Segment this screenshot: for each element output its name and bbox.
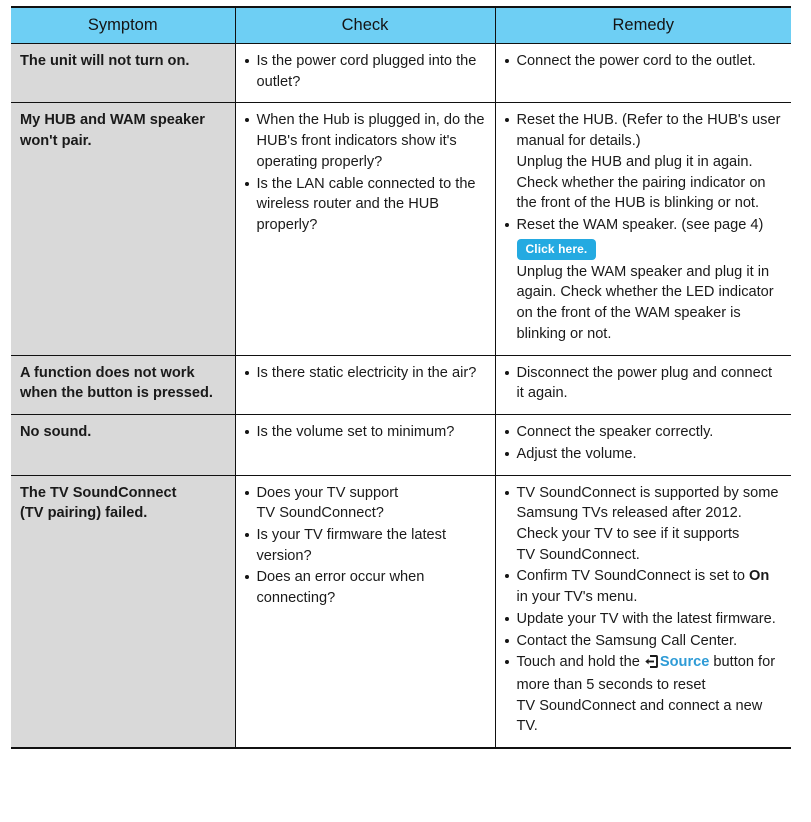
list-item-text-suffix: in your TV's menu. [516,589,638,606]
check-list: When the Hub is plugged in, do the HUB's… [243,110,487,235]
list-item-text: Connect the power cord to the outlet. [516,53,756,69]
list-item: Is there static electricity in the air? [243,363,487,384]
list-item: Confirm TV SoundConnect is set to On in … [503,566,784,607]
check-cell: Is there static electricity in the air? [234,355,495,416]
list-item-text: Reset the WAM speaker. (see page 4) [516,217,764,234]
table-row: A function does not work when the button… [11,355,791,416]
column-header-remedy: Remedy [494,7,791,44]
list-item-text-prefix: Confirm TV SoundConnect is set to [516,568,750,585]
symptom-cell: The TV SoundConnect (TV pairing) failed. [11,475,235,749]
list-item-text: Is the volume set to minimum? [256,424,455,441]
symptom-cell: The unit will not turn on. [11,43,235,104]
list-item: Connect the speaker correctly. [503,422,784,443]
list-item: Is the power cord plugged into the outle… [243,51,487,92]
list-item: Reset the WAM speaker. (see page 4) Clic… [503,215,784,345]
source-icon [644,654,658,675]
symptom-text: A function does not work when the button… [20,364,213,402]
list-item: Does an error occur when connecting? [243,567,487,608]
troubleshooting-table: Symptom Check Remedy The unit will not t… [11,6,791,750]
symptom-cell: No sound. [11,414,235,476]
table-row: No sound. Is the volume set to minimum? … [11,414,791,476]
table-row: The unit will not turn on. Is the power … [11,43,791,104]
list-item: Is the volume set to minimum? [243,422,487,443]
list-item-text-suffix: button for more than 5 seconds to reset … [516,654,776,735]
remedy-list: Connect the power cord to the outlet. [503,51,784,72]
list-item: Disconnect the power plug and connect it… [503,363,784,404]
symptom-text: My HUB and WAM speaker won't pair. [20,112,205,150]
remedy-list: Connect the speaker correctly. Adjust th… [503,422,784,464]
remedy-list: Disconnect the power plug and connect it… [503,363,784,404]
header-row: Symptom Check Remedy [11,7,791,44]
list-item-text: Reset the HUB. (Refer to the HUB's user … [516,112,781,150]
list-item-text: TV SoundConnect is supported by some Sam… [516,484,779,563]
list-item-text: Does an error occur when connecting? [256,569,425,607]
check-list: Is there static electricity in the air? [243,363,487,384]
remedy-cell: Connect the speaker correctly. Adjust th… [494,414,791,476]
check-list: Does your TV support TV SoundConnect? Is… [243,483,487,609]
symptom-cell: A function does not work when the button… [11,355,235,416]
list-item-text: Contact the Samsung Call Center. [516,632,738,649]
column-header-check: Check [234,7,495,44]
list-item-subtext: Unplug the WAM speaker and plug it in ag… [516,263,774,342]
list-item-text: Update your TV with the latest firmware. [516,610,776,627]
symptom-text: The TV SoundConnect (TV pairing) failed. [20,484,177,522]
list-item-text: Is your TV firmware the latest version? [256,526,447,564]
list-item: Connect the power cord to the outlet. [503,51,784,72]
list-item-text: Is the LAN cable connected to the wirele… [256,175,476,234]
remedy-list: Reset the HUB. (Refer to the HUB's user … [503,110,784,344]
check-cell: Does your TV support TV SoundConnect? Is… [234,475,495,749]
list-item-text: Is there static electricity in the air? [256,364,477,381]
list-item: Reset the HUB. (Refer to the HUB's user … [503,110,784,214]
symptom-text: No sound. [20,424,92,441]
check-cell: Is the volume set to minimum? [234,414,495,476]
list-item: When the Hub is plugged in, do the HUB's… [243,110,487,172]
list-item-text: Connect the speaker correctly. [516,424,714,441]
setting-value-on: On [749,568,770,585]
list-item: Update your TV with the latest firmware. [503,609,784,630]
list-item: Does your TV support TV SoundConnect? [243,483,487,524]
table-body: The unit will not turn on. Is the power … [11,43,791,749]
column-header-symptom: Symptom [11,7,235,44]
click-here-button[interactable]: Click here. [516,238,597,260]
remedy-cell: TV SoundConnect is supported by some Sam… [494,475,791,749]
check-list: Is the power cord plugged into the outle… [243,51,487,92]
list-item: Contact the Samsung Call Center. [503,631,784,652]
list-item: Is your TV firmware the latest version? [243,525,487,566]
table-row: The TV SoundConnect (TV pairing) failed.… [11,475,791,749]
symptom-text: The unit will not turn on. [20,53,190,69]
list-item-text: Is the power cord plugged into the outle… [256,53,477,90]
list-item-text: Does your TV support TV SoundConnect? [256,484,399,522]
source-link-label: Source [659,654,710,671]
symptom-cell: My HUB and WAM speaker won't pair. [11,102,235,356]
list-item-text: Disconnect the power plug and connect it… [516,364,773,402]
list-item-text-prefix: Touch and hold the [516,654,644,671]
list-item: Adjust the volume. [503,444,784,465]
remedy-cell: Reset the HUB. (Refer to the HUB's user … [494,102,791,356]
list-item: Touch and hold the Source button for mor… [503,652,784,737]
list-item-subtext: Unplug the HUB and plug it in again. Che… [516,153,766,212]
check-cell: When the Hub is plugged in, do the HUB's… [234,102,495,356]
table-header: Symptom Check Remedy [11,7,791,44]
remedy-cell: Disconnect the power plug and connect it… [494,355,791,416]
source-button-reference: Source [644,654,709,670]
check-list: Is the volume set to minimum? [243,422,487,443]
list-item-text: When the Hub is plugged in, do the HUB's… [256,112,485,170]
list-item: TV SoundConnect is supported by some Sam… [503,483,784,566]
remedy-cell: Connect the power cord to the outlet. [494,43,791,104]
table-row: My HUB and WAM speaker won't pair. When … [11,102,791,356]
remedy-list: TV SoundConnect is supported by some Sam… [503,483,784,738]
check-cell: Is the power cord plugged into the outle… [234,43,495,104]
list-item: Is the LAN cable connected to the wirele… [243,174,487,236]
list-item-text: Adjust the volume. [516,445,637,462]
